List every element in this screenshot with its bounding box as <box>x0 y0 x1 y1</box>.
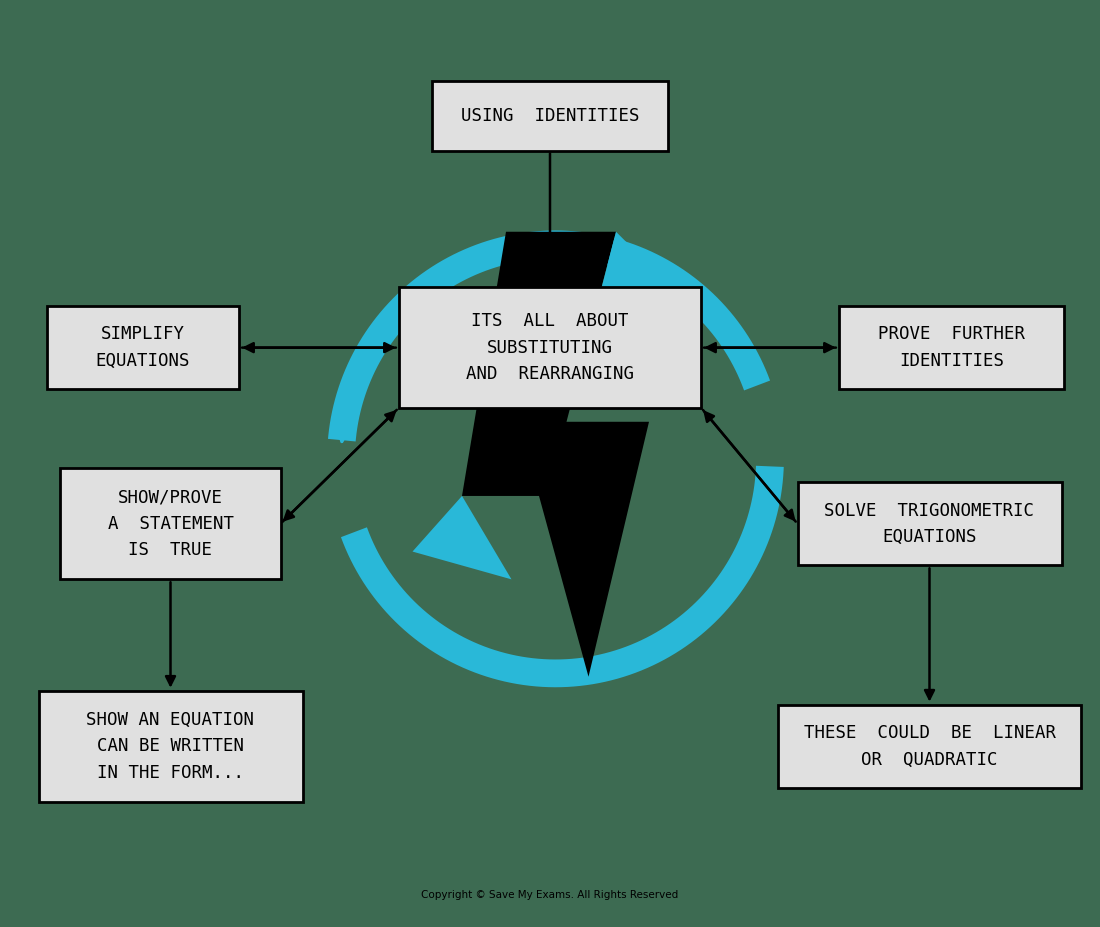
Text: Copyright © Save My Exams. All Rights Reserved: Copyright © Save My Exams. All Rights Re… <box>421 890 679 899</box>
Text: SHOW AN EQUATION
CAN BE WRITTEN
IN THE FORM...: SHOW AN EQUATION CAN BE WRITTEN IN THE F… <box>87 711 254 781</box>
FancyBboxPatch shape <box>798 482 1062 565</box>
FancyBboxPatch shape <box>838 306 1065 389</box>
Text: SOLVE  TRIGONOMETRIC
EQUATIONS: SOLVE TRIGONOMETRIC EQUATIONS <box>825 502 1034 546</box>
Text: ITS  ALL  ABOUT
SUBSTITUTING
AND  REARRANGING: ITS ALL ABOUT SUBSTITUTING AND REARRANGI… <box>466 312 634 383</box>
Text: PROVE  FURTHER
IDENTITIES: PROVE FURTHER IDENTITIES <box>878 325 1025 370</box>
FancyBboxPatch shape <box>398 287 702 408</box>
FancyBboxPatch shape <box>431 82 669 150</box>
Text: SIMPLIFY
EQUATIONS: SIMPLIFY EQUATIONS <box>96 325 190 370</box>
Text: THESE  COULD  BE  LINEAR
OR  QUADRATIC: THESE COULD BE LINEAR OR QUADRATIC <box>803 724 1056 768</box>
FancyBboxPatch shape <box>39 691 302 802</box>
FancyBboxPatch shape <box>47 306 240 389</box>
Polygon shape <box>588 232 676 338</box>
Text: USING  IDENTITIES: USING IDENTITIES <box>461 107 639 125</box>
Text: SHOW/PROVE
A  STATEMENT
IS  TRUE: SHOW/PROVE A STATEMENT IS TRUE <box>108 489 233 559</box>
Polygon shape <box>412 496 512 579</box>
Polygon shape <box>462 232 649 677</box>
FancyBboxPatch shape <box>779 705 1080 788</box>
FancyBboxPatch shape <box>60 468 280 579</box>
